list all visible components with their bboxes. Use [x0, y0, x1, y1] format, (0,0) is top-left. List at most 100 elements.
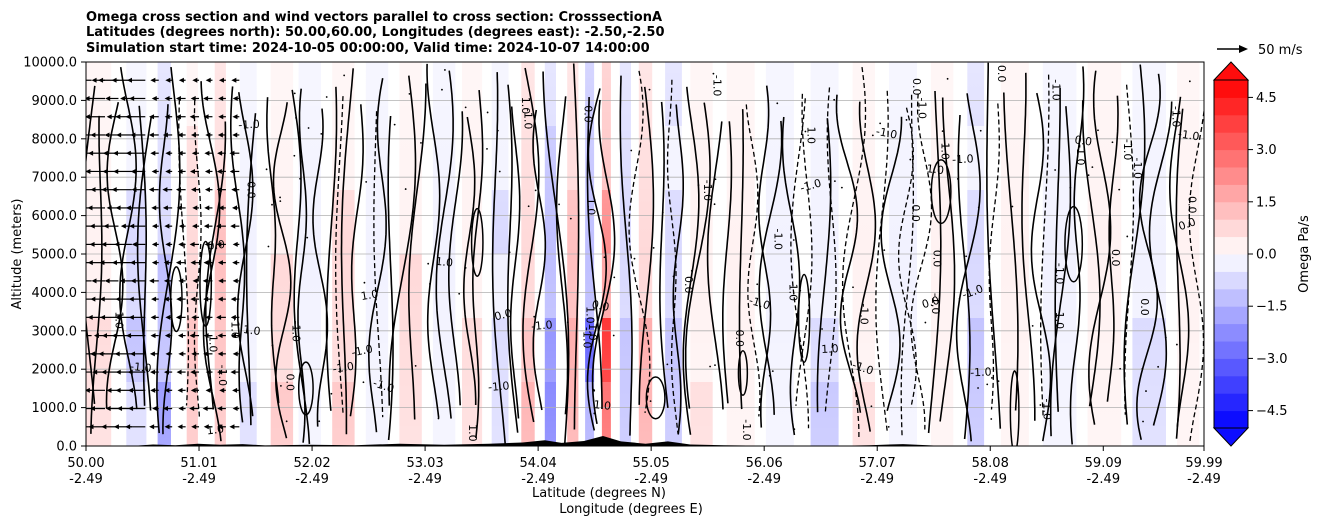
contour-label: -1.0 — [771, 229, 784, 250]
wind-vector-head — [205, 77, 211, 83]
contour-line — [193, 100, 202, 419]
wind-vector-head — [178, 241, 184, 247]
wind-vector-dot — [265, 168, 268, 171]
wind-vector-head — [164, 114, 170, 120]
wind-vector-head — [164, 223, 170, 229]
contour-line — [722, 121, 733, 404]
wind-vector-dot — [714, 364, 716, 367]
wind-vector-head — [98, 77, 104, 83]
contour-line — [312, 108, 329, 427]
contour-line — [816, 118, 832, 413]
contour-label: -1.0 — [238, 118, 260, 132]
quiver-key: 50 m/s — [1217, 43, 1303, 58]
wind-vector-head — [120, 223, 126, 229]
contour-line — [509, 106, 521, 419]
wind-vector-head — [91, 278, 97, 284]
x-tick-lat-label: 59.09 — [1085, 456, 1122, 471]
wind-vector-head — [203, 260, 209, 266]
contour-label: -1.0 — [290, 321, 303, 342]
colorbar: −4.5 −3.0 −1.5 0.0 1.5 3.0 4.5 — [1212, 61, 1288, 447]
contour-line — [659, 101, 669, 408]
wind-vector-head — [175, 114, 181, 120]
terrain-profile — [130, 436, 959, 446]
contour-label: -1.0 — [1131, 158, 1144, 179]
contour-loop — [645, 376, 666, 420]
wind-vector-head — [111, 77, 117, 83]
wind-vector-head — [190, 95, 196, 101]
wind-vector-head — [130, 260, 136, 266]
contour-line — [684, 102, 711, 409]
wind-vector-head — [218, 95, 224, 101]
wind-vector-dot — [429, 282, 431, 285]
wind-vector-head — [229, 424, 235, 430]
wind-vector-head — [232, 114, 238, 120]
contour-label: 1.0 — [207, 335, 220, 353]
contour-line — [875, 90, 889, 433]
wind-vector-head — [115, 387, 121, 393]
terrain — [130, 436, 959, 446]
wind-vector-dot — [612, 334, 615, 337]
wind-vector-head — [151, 223, 157, 229]
contour-line — [532, 109, 547, 411]
wind-vector-dot — [887, 425, 890, 428]
wind-vector-dot — [320, 132, 323, 135]
wind-vector-head — [191, 424, 197, 430]
contour-loop — [737, 350, 749, 397]
contour-label: -1.0 — [701, 180, 714, 201]
contour-line — [910, 93, 933, 430]
wind-vector-head — [92, 369, 98, 375]
wind-vector-head — [88, 424, 94, 430]
wind-vector-head — [151, 241, 157, 247]
contour-label: -1.0 — [129, 360, 152, 375]
contour-label: 0.0 — [207, 238, 226, 253]
wind-vector-dot — [444, 69, 446, 71]
wind-vector-head — [90, 132, 96, 138]
contour-line — [555, 96, 569, 415]
wind-vector-dot — [941, 130, 944, 133]
colorbar-segment — [1214, 306, 1248, 325]
wind-vector-head — [162, 205, 168, 211]
wind-vector-dot — [414, 365, 417, 367]
wind-vector-dot — [649, 400, 652, 403]
wind-vector-head — [150, 387, 156, 393]
wind-vector-dot — [293, 154, 296, 157]
wind-vector-head — [175, 260, 181, 266]
wind-vector-dot — [956, 177, 959, 180]
wind-vector-dot — [267, 245, 270, 248]
wind-vector-dot — [285, 420, 288, 423]
contour-line — [118, 66, 138, 410]
wind-vector-dot — [427, 262, 430, 265]
contour-line — [1081, 100, 1101, 407]
contour-labels: 0.01.0 -1.0-1.00.01.0-1.0-1.00.01.0-1.0-1… — [113, 65, 1201, 442]
x-tick-lon-label: -2.49 — [521, 472, 555, 487]
contour-loop — [199, 240, 213, 327]
wind-vector-head — [76, 351, 81, 356]
wind-vector-dot — [1031, 324, 1034, 327]
wind-vector-head — [87, 314, 93, 320]
wind-vector-head — [177, 168, 183, 174]
wind-vector-head — [151, 296, 157, 302]
wind-vector-dot — [776, 102, 779, 105]
contour-line — [291, 89, 311, 444]
wind-vector-head — [106, 114, 112, 120]
wind-vector-dot — [1011, 205, 1014, 208]
contour-line — [491, 72, 506, 445]
wind-vector-head — [163, 278, 169, 284]
wind-vector-dot — [1141, 367, 1144, 370]
wind-vector-head — [203, 351, 209, 357]
wind-vector-head — [189, 333, 195, 339]
wind-vector-dot — [883, 249, 886, 252]
contour-label: -1.0 — [350, 342, 374, 359]
wind-vector-head — [150, 314, 156, 320]
wind-vector-head — [86, 95, 90, 101]
wind-vector-head — [125, 205, 131, 211]
contour-line — [628, 70, 651, 414]
wind-vector-head — [202, 406, 208, 412]
wind-vector-head — [72, 242, 77, 247]
contour-line — [335, 96, 344, 415]
colorbar-segment — [1214, 184, 1248, 203]
x-tick-lon-label: -2.49 — [860, 472, 894, 487]
wind-vector-head — [191, 351, 197, 357]
wind-vector-head — [128, 296, 134, 302]
contour-label: -1.0 — [916, 98, 929, 119]
